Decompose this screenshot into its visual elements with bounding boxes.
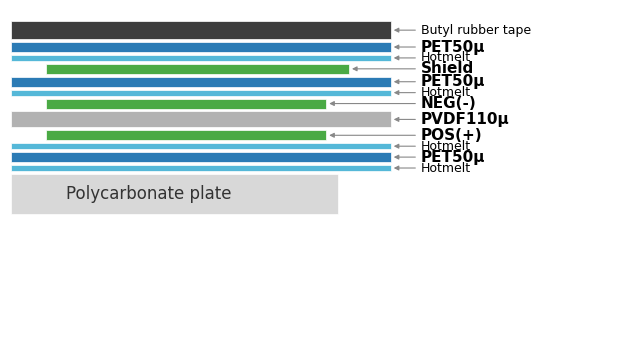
Text: Hotmelt: Hotmelt [395,86,471,99]
Bar [46,99,326,108]
Bar [12,174,338,214]
Text: Polycarbonate plate: Polycarbonate plate [65,185,231,203]
Bar [12,165,391,171]
Bar [46,130,326,140]
Text: NEG(-): NEG(-) [331,96,476,111]
Text: Butyl rubber tape: Butyl rubber tape [395,24,531,37]
Text: POS(+): POS(+) [331,128,483,143]
Bar [12,77,391,87]
Text: PET50μ: PET50μ [395,74,485,89]
Bar [46,64,349,74]
Text: Hotmelt: Hotmelt [395,162,471,174]
Bar [12,152,391,162]
Text: Hotmelt: Hotmelt [395,140,471,153]
Text: Shield: Shield [353,61,474,76]
Bar [12,55,391,61]
Bar [12,112,391,128]
Text: Hotmelt: Hotmelt [395,51,471,64]
Text: PET50μ: PET50μ [395,150,485,165]
Text: PET50μ: PET50μ [395,39,485,54]
Bar [12,90,391,96]
Bar [12,143,391,149]
Bar [12,42,391,52]
Bar [12,21,391,39]
Text: PVDF110μ: PVDF110μ [395,112,510,127]
